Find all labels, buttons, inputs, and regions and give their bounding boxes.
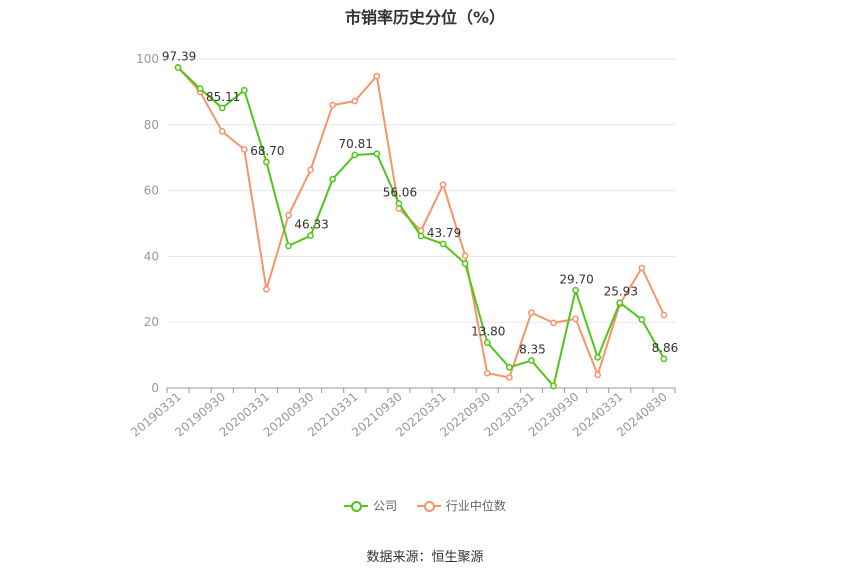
data-label: 8.86 (652, 341, 679, 355)
data-point-series-1 (240, 146, 248, 153)
data-label: 43.79 (427, 226, 461, 240)
legend-label-company: 公司 (373, 499, 398, 513)
data-point-series-1 (461, 252, 469, 260)
legend-swatch-company (344, 500, 369, 512)
data-point-series-0 (638, 316, 646, 323)
data-point-series-1 (263, 285, 270, 293)
data-label: 70.81 (339, 137, 373, 151)
data-point-series-0 (174, 64, 182, 71)
data-point-series-1 (550, 319, 557, 327)
data-point-series-0 (461, 260, 469, 267)
data-point-series-1 (572, 315, 579, 323)
y-tick-label: 20 (144, 315, 159, 329)
data-point-series-1 (660, 311, 668, 319)
data-labels: 97.39 85.11 68.70 46.33 70.81 56.06 43.79 13.80… (162, 50, 678, 357)
y-tick-label: 40 (144, 249, 159, 263)
data-point-series-0 (329, 175, 337, 183)
legend-label-industry-median: 行业中位数 (445, 499, 506, 513)
data-point-series-0 (528, 357, 535, 364)
source-note: 数据来源：恒生聚源 (366, 550, 484, 565)
data-point-series-0 (218, 104, 226, 112)
data-point-series-0 (572, 286, 579, 294)
data-point-series-1 (373, 72, 381, 80)
data-point-series-0 (307, 232, 314, 239)
series-lines (174, 63, 668, 390)
legend-marker-company (351, 500, 363, 512)
data-point-series-1 (218, 128, 226, 135)
data-label: 56.06 (383, 186, 417, 200)
line-chart: 0204060801002019033120190930202003312020… (128, 50, 678, 440)
data-point-series-1 (505, 374, 513, 381)
data-point-series-0 (373, 150, 381, 158)
data-label: 68.70 (250, 144, 284, 158)
data-point-series-1 (483, 369, 491, 377)
data-point-series-0 (505, 363, 513, 371)
data-point-series-0 (240, 86, 248, 94)
data-point-series-1 (329, 101, 337, 109)
data-point-series-0 (263, 158, 270, 166)
data-point-series-1 (638, 264, 646, 272)
y-tick-label: 80 (144, 118, 159, 132)
data-point-series-1 (285, 211, 292, 219)
data-label: 29.70 (559, 272, 593, 286)
data-label: 8.35 (519, 343, 546, 357)
data-point-series-0 (395, 200, 403, 207)
data-point-series-0 (351, 151, 359, 159)
data-point-series-1 (528, 309, 535, 317)
data-point-series-0 (594, 354, 602, 361)
data-point-series-0 (196, 85, 204, 92)
chart-title: 市销率历史分位（%） (344, 8, 506, 27)
data-point-series-1 (351, 97, 359, 105)
data-point-series-1 (307, 166, 314, 174)
series-line-0 (177, 66, 665, 387)
data-point-series-1 (594, 371, 602, 379)
legend-item-company[interactable]: 公司 (344, 497, 397, 514)
y-tick-label: 0 (151, 381, 159, 395)
data-label: 25.93 (604, 285, 638, 299)
data-point-series-0 (417, 232, 425, 240)
data-label: 13.80 (471, 325, 505, 339)
data-point-series-1 (439, 181, 447, 189)
y-tick-label: 100 (136, 52, 159, 66)
data-point-series-0 (285, 242, 292, 250)
data-label: 97.39 (162, 50, 196, 64)
legend: 公司 行业中位数 (0, 497, 850, 515)
data-point-series-0 (616, 299, 624, 307)
data-point-series-0 (550, 382, 557, 390)
data-point-series-0 (483, 339, 491, 346)
legend-marker-industry-median (423, 500, 435, 512)
data-point-series-0 (660, 355, 668, 363)
data-point-series-0 (439, 240, 447, 248)
y-tick-label: 60 (144, 184, 159, 198)
legend-item-industry-median[interactable]: 行业中位数 (416, 497, 506, 514)
data-label: 46.33 (294, 218, 328, 232)
gridlines (167, 58, 675, 323)
legend-swatch-industry-median (416, 500, 441, 512)
data-label: 85.11 (206, 90, 240, 104)
